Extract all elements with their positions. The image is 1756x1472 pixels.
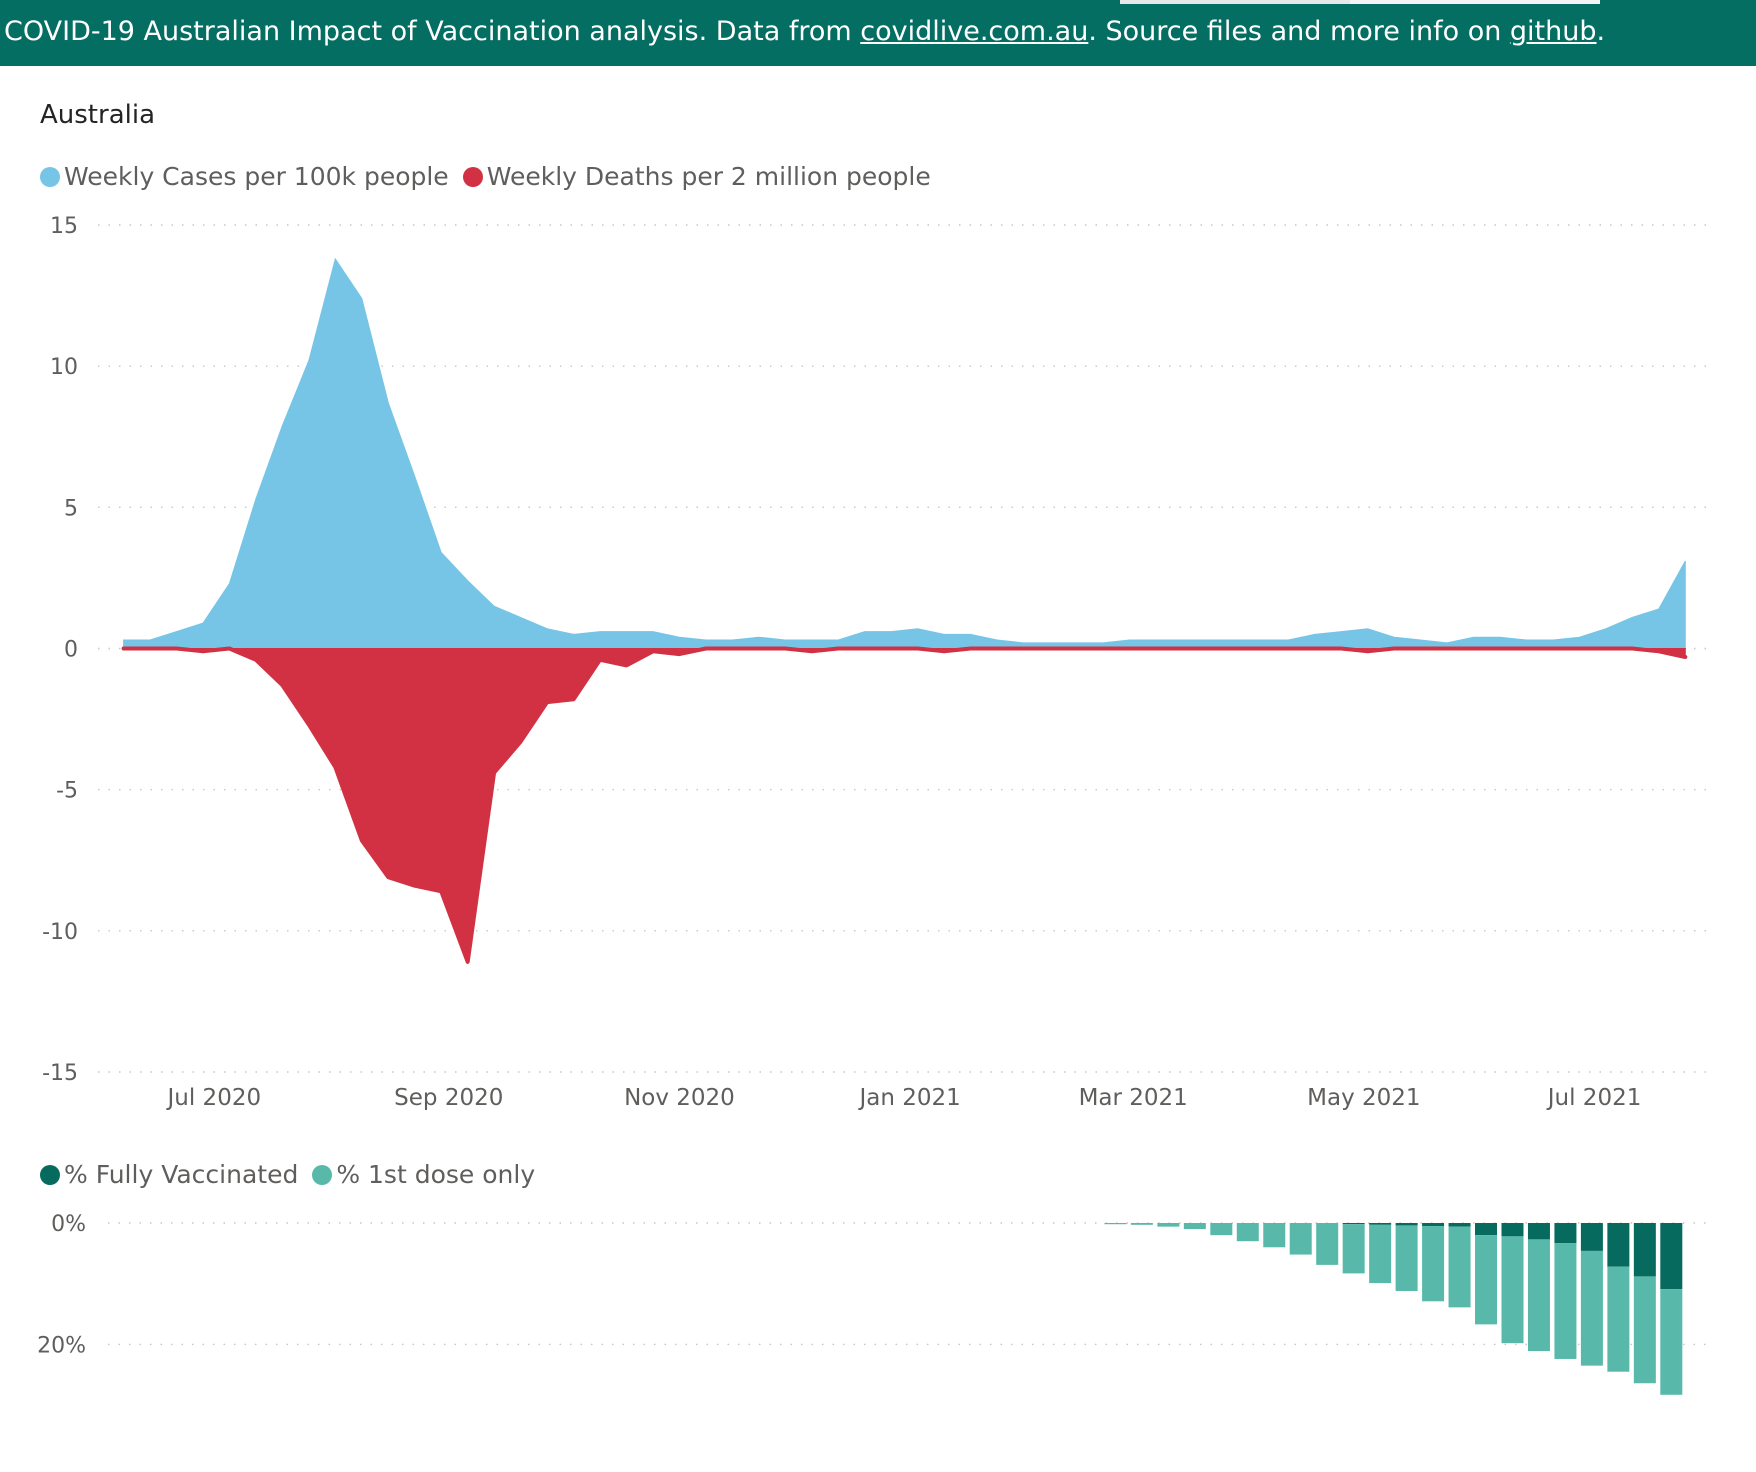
legend-label-first-dose: % 1st dose only xyxy=(336,1160,536,1189)
bar-fully-vaccinated xyxy=(1660,1223,1683,1290)
cases-deaths-area-chart: 15 10 5 0 -5 -10 -15 Jul 2020 Sep 2020 Nov 2020 Ja… xyxy=(42,214,1712,1111)
y-tick-label: 0 xyxy=(64,638,78,663)
bar-first-dose xyxy=(1475,1235,1498,1325)
cases-area xyxy=(123,257,1686,649)
banner-text-1: COVID-19 Australian Impact of Vaccinatio… xyxy=(4,16,861,47)
deaths-legend-dot xyxy=(462,166,483,187)
bar-first-dose xyxy=(1422,1226,1445,1302)
bar-first-dose xyxy=(1395,1225,1418,1291)
bar-fully-vaccinated xyxy=(1422,1223,1445,1227)
x-tick-label: Jan 2021 xyxy=(857,1085,960,1111)
x-tick-label: Nov 2020 xyxy=(624,1085,735,1111)
cases-deaths-legend: Weekly Cases per 100k people Weekly Deat… xyxy=(40,162,945,191)
bar-first-dose xyxy=(1183,1223,1206,1230)
banner-text-3: . xyxy=(1596,16,1606,47)
y-tick-label: 5 xyxy=(64,496,78,521)
legend-item-cases[interactable]: Weekly Cases per 100k people xyxy=(40,162,449,191)
bar-first-dose xyxy=(1263,1223,1286,1248)
bar-fully-vaccinated xyxy=(1554,1223,1577,1244)
y-tick-label: 15 xyxy=(50,214,78,239)
vaccination-bar-chart: 0% 20% xyxy=(37,1212,1712,1395)
bar-fully-vaccinated xyxy=(1607,1223,1630,1267)
bar-fully-vaccinated xyxy=(1369,1223,1392,1225)
github-link[interactable]: github xyxy=(1509,16,1597,47)
bar-first-dose xyxy=(1210,1223,1233,1236)
x-tick-label: Mar 2021 xyxy=(1079,1085,1188,1111)
bar-first-dose xyxy=(1316,1223,1339,1265)
y-tick-label: -5 xyxy=(56,779,78,804)
bar-first-dose xyxy=(1289,1223,1312,1255)
bar-fully-vaccinated xyxy=(1633,1223,1656,1277)
bar-fully-vaccinated xyxy=(1342,1223,1365,1225)
bar-first-dose xyxy=(1104,1223,1127,1225)
deaths-line xyxy=(121,646,1688,964)
bar-fully-vaccinated xyxy=(1527,1223,1550,1240)
bar-y-tick-label: 20% xyxy=(37,1333,86,1358)
bar-first-dose xyxy=(1342,1224,1365,1274)
covidlive-link[interactable]: covidlive.com.au xyxy=(860,16,1089,47)
banner-tab-indicator-2 xyxy=(1350,0,1600,4)
x-tick-label: Jul 2021 xyxy=(1546,1085,1642,1111)
bar-first-dose xyxy=(1130,1223,1153,1225)
bar-y-tick-label: 0% xyxy=(51,1212,86,1237)
bar-first-dose xyxy=(1580,1250,1603,1366)
bar-first-dose xyxy=(1501,1236,1524,1344)
banner-tab-indicator xyxy=(1120,0,1350,4)
bar-first-dose xyxy=(1236,1223,1259,1242)
region-title: Australia xyxy=(40,100,156,130)
legend-label-fully: % Fully Vaccinated xyxy=(64,1160,299,1189)
bar-first-dose xyxy=(1448,1226,1471,1308)
bar-fully-vaccinated xyxy=(1395,1223,1418,1226)
legend-label-deaths: Weekly Deaths per 2 million people xyxy=(486,162,931,191)
y-tick-label: -15 xyxy=(42,1061,78,1086)
legend-label-cases: Weekly Cases per 100k people xyxy=(64,162,449,191)
header-banner: COVID-19 Australian Impact of Vaccinatio… xyxy=(0,0,1756,66)
x-tick-label: May 2021 xyxy=(1307,1085,1420,1111)
bar-first-dose xyxy=(1554,1243,1577,1359)
bar-fully-vaccinated xyxy=(1501,1223,1524,1237)
bar-first-dose xyxy=(1369,1224,1392,1284)
y-tick-label: 10 xyxy=(50,355,78,380)
vaccination-legend: % Fully Vaccinated % 1st dose only xyxy=(40,1160,549,1189)
bar-fully-vaccinated xyxy=(1580,1223,1603,1251)
bar-first-dose xyxy=(1527,1239,1550,1352)
x-tick-label: Jul 2020 xyxy=(166,1085,262,1111)
bar-first-dose xyxy=(1633,1276,1656,1384)
bar-fully-vaccinated xyxy=(1448,1223,1471,1227)
y-tick-label: -10 xyxy=(42,920,78,945)
x-tick-label: Sep 2020 xyxy=(394,1085,503,1111)
bar-first-dose xyxy=(1607,1266,1630,1372)
legend-item-first-dose[interactable]: % 1st dose only xyxy=(312,1160,535,1189)
cases-legend-dot xyxy=(40,166,60,187)
first-dose-legend-dot xyxy=(312,1164,333,1185)
deaths-area xyxy=(123,647,1686,963)
fully-vaccinated-legend-dot xyxy=(40,1164,60,1185)
legend-item-fully[interactable]: % Fully Vaccinated xyxy=(40,1160,298,1189)
bar-fully-vaccinated xyxy=(1475,1223,1498,1236)
banner-text-2: . Source files and more info on xyxy=(1088,16,1510,47)
legend-item-deaths[interactable]: Weekly Deaths per 2 million people xyxy=(462,162,931,191)
bar-first-dose xyxy=(1157,1223,1180,1227)
bar-first-dose xyxy=(1660,1289,1683,1395)
